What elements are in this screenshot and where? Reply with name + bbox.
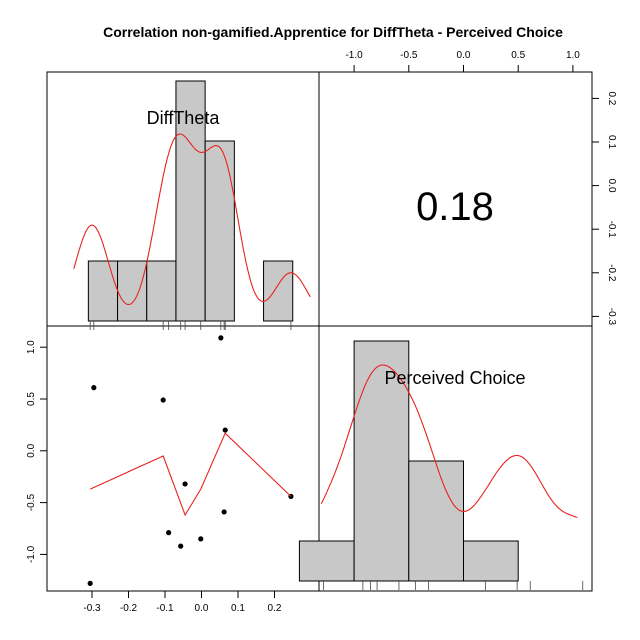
- y-tick-label-right: 0.2: [606, 91, 617, 105]
- y-tick-label-left: 1.0: [26, 340, 37, 354]
- panel-bottom-right: [318, 325, 593, 592]
- x-tick-label-bottom: 0.0: [195, 603, 209, 614]
- y-tick-label-left: 0.5: [26, 392, 37, 406]
- y-tick-label-right: 0.1: [606, 135, 617, 149]
- histogram-perceived-choice: [298, 340, 584, 590]
- hist-bar-perceived-choice: [353, 340, 410, 582]
- loess-line: [89, 432, 292, 517]
- hist-bar-difftheta: [175, 80, 206, 322]
- x-tick-label-top: -0.5: [400, 50, 418, 61]
- panel-bottom-left: [46, 325, 320, 592]
- scatter-point: [91, 385, 97, 391]
- label-perceived-choice: Perceived Choice: [384, 368, 525, 388]
- hist-bar-difftheta: [87, 260, 119, 322]
- x-tick-label-top: 0.5: [511, 50, 525, 61]
- x-tick-label-bottom: -0.1: [156, 603, 174, 614]
- scatter-point: [198, 536, 204, 542]
- scatter-point: [218, 335, 224, 341]
- scatter-point: [221, 509, 227, 515]
- scatter-point: [222, 427, 228, 433]
- histogram-difftheta: [73, 80, 311, 330]
- density-curve-difftheta: [73, 133, 311, 306]
- scatter-point: [166, 530, 172, 536]
- chart-title: Correlation non-gamified.Apprentice for …: [103, 24, 563, 40]
- y-tick-label-right: -0.2: [606, 264, 617, 282]
- x-tick-label-top: 0.0: [457, 50, 471, 61]
- y-tick-label-left: -1.0: [26, 545, 37, 563]
- y-tick-label-right: 0.0: [606, 179, 617, 193]
- hist-bar-difftheta: [204, 140, 235, 322]
- x-tick-label-bottom: 0.2: [268, 603, 282, 614]
- hist-bar-difftheta: [117, 260, 148, 322]
- x-tick-label-bottom: -0.2: [120, 603, 138, 614]
- scatter-point: [87, 580, 93, 587]
- scatter-point: [182, 481, 188, 487]
- x-tick-label-bottom: -0.3: [83, 603, 101, 614]
- hist-bar-difftheta: [263, 260, 294, 322]
- y-tick-label-left: 0.0: [26, 443, 37, 457]
- density-curve-perceived-choice: [320, 364, 578, 519]
- hist-bar-perceived-choice: [463, 540, 519, 582]
- label-difftheta: DiffTheta: [147, 108, 221, 128]
- hist-bar-difftheta: [146, 260, 177, 322]
- y-tick-label-right: -0.3: [606, 308, 617, 326]
- x-tick-label-top: -1.0: [345, 50, 363, 61]
- axes: -0.3 -0.2 -0.1 0.0 0.1 0.2 -1.0 -0.5 0.0 0.5 1.0 -1…: [26, 50, 617, 614]
- hist-bar-perceived-choice: [298, 540, 355, 582]
- hist-bar-perceived-choice: [408, 460, 464, 582]
- scatter-point: [160, 397, 166, 403]
- y-tick-label-left: -0.5: [26, 494, 37, 512]
- scatter-plot: [87, 335, 294, 587]
- scatter-point: [178, 543, 184, 549]
- correlation-value: 0.18: [416, 185, 494, 229]
- y-tick-label-right: -0.1: [606, 221, 617, 239]
- x-tick-label-top: 1.0: [566, 50, 580, 61]
- x-tick-label-bottom: 0.1: [231, 603, 245, 614]
